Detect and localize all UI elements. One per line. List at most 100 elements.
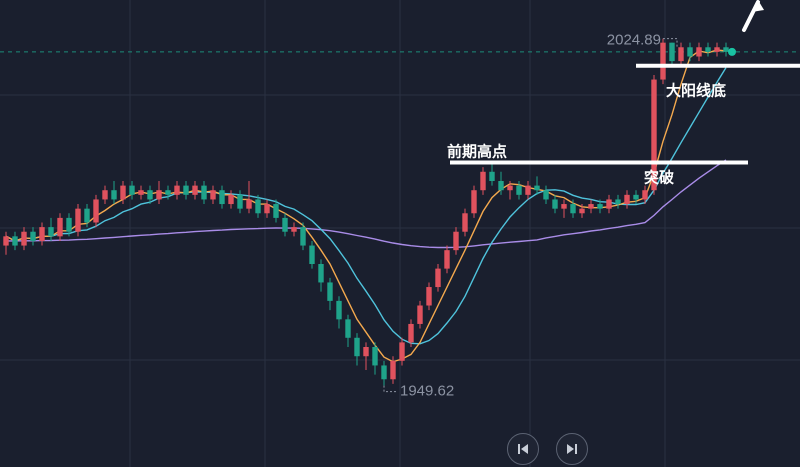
candle xyxy=(561,199,567,218)
candle-body xyxy=(534,185,540,191)
candle xyxy=(516,181,522,200)
candles xyxy=(3,38,729,386)
candle xyxy=(444,245,450,274)
candle-body xyxy=(354,337,360,357)
candle xyxy=(246,181,252,214)
candle xyxy=(723,42,729,57)
candle xyxy=(165,185,171,200)
next-button[interactable] xyxy=(556,433,588,465)
candle xyxy=(138,185,144,200)
candle xyxy=(408,319,414,347)
candle-body xyxy=(102,190,108,200)
candle xyxy=(327,277,333,311)
candle xyxy=(471,185,477,218)
candle-body xyxy=(552,199,558,209)
candle xyxy=(597,199,603,214)
candle-body xyxy=(363,347,369,357)
candle xyxy=(228,190,234,209)
candle-body xyxy=(714,47,720,52)
candle-body xyxy=(237,194,243,209)
candle xyxy=(390,356,396,384)
candle-body xyxy=(507,185,513,191)
moving-average-lines xyxy=(5,49,727,363)
candle-body xyxy=(210,190,216,200)
candle-body xyxy=(192,185,198,195)
candle xyxy=(30,227,36,246)
candle xyxy=(111,181,117,205)
arrow-head xyxy=(752,0,764,12)
candle-body xyxy=(435,268,441,288)
candle xyxy=(696,42,702,62)
skip-back-icon xyxy=(518,444,528,454)
candle-body xyxy=(660,42,666,80)
candle-body xyxy=(723,47,729,52)
candle xyxy=(93,194,99,228)
candle-body xyxy=(255,199,261,214)
candle-body xyxy=(516,185,522,195)
candle xyxy=(147,185,153,205)
candle xyxy=(318,259,324,292)
candle xyxy=(417,300,423,329)
candle xyxy=(570,199,576,218)
candle-body xyxy=(489,171,495,181)
candle-body xyxy=(588,204,594,209)
candle xyxy=(489,162,495,186)
candle xyxy=(345,314,351,347)
up-arrow-icon xyxy=(742,0,764,32)
candle xyxy=(183,181,189,200)
candle-body xyxy=(570,204,576,214)
candle xyxy=(426,282,432,311)
candle xyxy=(120,181,126,205)
candle xyxy=(507,181,513,200)
candle-body xyxy=(147,190,153,200)
candle-body xyxy=(606,199,612,209)
candle-body xyxy=(471,190,477,214)
price-labels: 2024.89 1949.62 xyxy=(400,32,661,400)
candle xyxy=(174,181,180,200)
candle-body xyxy=(120,185,126,200)
candle-body xyxy=(327,282,333,301)
candle xyxy=(363,342,369,371)
candle-body xyxy=(129,185,135,195)
candle xyxy=(534,176,540,195)
candle xyxy=(282,213,288,237)
ma-mid-line xyxy=(5,67,727,345)
candle xyxy=(462,208,468,237)
previous-high-label: 前期高点 xyxy=(447,143,507,161)
candle xyxy=(57,213,63,241)
candle-body xyxy=(633,194,639,200)
previous-button[interactable] xyxy=(507,433,539,465)
candle xyxy=(102,185,108,205)
candle-body xyxy=(75,208,81,232)
candle xyxy=(309,240,315,269)
candle xyxy=(399,337,405,366)
big-candle-base-label: 大阳线底 xyxy=(666,82,726,100)
candle-body xyxy=(201,185,207,200)
candle xyxy=(606,194,612,214)
candle-body xyxy=(57,217,63,237)
candle-body xyxy=(183,185,189,195)
candle-body xyxy=(66,217,72,232)
candle xyxy=(579,204,585,218)
breakout-label: 突破 xyxy=(644,169,674,187)
candle xyxy=(651,74,657,195)
candle xyxy=(525,181,531,200)
candle-body xyxy=(678,47,684,62)
candle xyxy=(3,231,9,255)
candle-body xyxy=(12,236,18,246)
candle xyxy=(192,181,198,200)
candle-body xyxy=(561,204,567,209)
candle xyxy=(129,181,135,200)
candle xyxy=(336,296,342,329)
candle-body xyxy=(642,190,648,200)
low-price-label: 1949.62 xyxy=(400,383,454,400)
candle-body xyxy=(282,217,288,232)
candle-body xyxy=(615,199,621,205)
candle xyxy=(201,181,207,205)
candle-body xyxy=(39,227,45,241)
candle xyxy=(660,38,666,85)
candle xyxy=(237,190,243,214)
candle xyxy=(381,360,387,386)
candle xyxy=(669,42,675,66)
ma-long-line xyxy=(6,159,727,249)
